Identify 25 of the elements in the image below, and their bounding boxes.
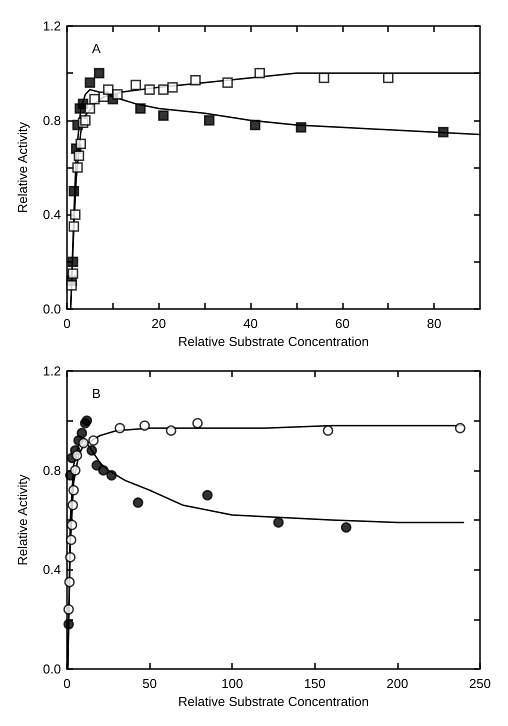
x-tick-label: 80 [426, 316, 442, 331]
x-tick-label: 0 [63, 316, 71, 331]
x-tick-label: 50 [142, 676, 157, 691]
x-axis-title: Relative Substrate Concentration [178, 694, 369, 709]
y-axis-title: Relative Activity [15, 121, 30, 214]
x-tick-label: 20 [152, 316, 166, 331]
y-tick-label: 1.2 [42, 18, 61, 34]
x-tick-label: 100 [221, 676, 244, 691]
x-tick-label: 150 [304, 676, 326, 691]
y-tick-label: 0.4 [42, 562, 61, 578]
y-tick-label: 1.2 [42, 364, 61, 378]
y-tick-label: 0.8 [42, 462, 61, 478]
y-tick-label: 0.0 [42, 302, 61, 316]
y-tick-label: 0.4 [42, 207, 61, 222]
x-tick-label: 250 [469, 676, 491, 691]
x-tick-label: 60 [335, 316, 350, 331]
x-tick-label: 40 [243, 316, 258, 331]
x-tick-label: 200 [386, 676, 408, 691]
annotation: B [92, 386, 101, 401]
x-axis-title: Relative Substrate Concentration [178, 334, 369, 349]
y-tick-label: 0.0 [42, 662, 61, 676]
annotation: A [92, 41, 101, 56]
y-tick-label: 0.8 [42, 112, 61, 128]
y-axis-title: Relative Activity [15, 474, 30, 566]
x-tick-label: 0 [63, 676, 71, 691]
